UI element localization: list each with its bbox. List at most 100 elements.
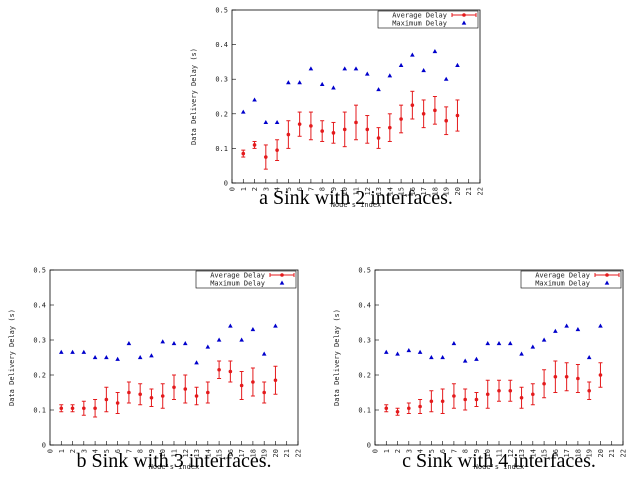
x-tick-label: 3 bbox=[80, 449, 88, 453]
max-point bbox=[575, 327, 581, 332]
avg-point bbox=[553, 374, 558, 379]
y-tick-label: 0.2 bbox=[33, 372, 46, 380]
x-tick-label: 12 bbox=[507, 449, 515, 457]
max-point bbox=[474, 356, 479, 361]
x-tick-label: 14 bbox=[204, 449, 212, 457]
avg-point bbox=[433, 108, 437, 113]
max-point bbox=[598, 323, 603, 328]
legend-symbol bbox=[605, 273, 609, 277]
x-tick-label: 1 bbox=[58, 449, 66, 453]
x-tick-label: 21 bbox=[283, 449, 291, 457]
max-point bbox=[149, 353, 154, 358]
avg-point bbox=[576, 376, 580, 381]
avg-point bbox=[217, 367, 221, 372]
max-point bbox=[126, 341, 132, 346]
max-point bbox=[115, 356, 120, 361]
x-tick-label: 13 bbox=[375, 187, 383, 195]
x-tick-label: 4 bbox=[92, 449, 100, 453]
avg-point bbox=[115, 401, 120, 405]
avg-point bbox=[410, 103, 415, 107]
x-tick-label: 9 bbox=[473, 449, 481, 453]
avg-point bbox=[70, 406, 75, 411]
max-point bbox=[263, 119, 269, 125]
x-axis-label: Node's index bbox=[149, 463, 200, 471]
y-tick-label: 0.3 bbox=[358, 337, 371, 345]
max-point bbox=[250, 327, 256, 332]
max-point bbox=[216, 337, 222, 342]
avg-point bbox=[206, 390, 210, 395]
max-point bbox=[376, 87, 381, 92]
x-axis-label: Node's index bbox=[331, 201, 382, 209]
avg-point bbox=[384, 406, 389, 411]
max-point bbox=[564, 323, 569, 328]
avg-point bbox=[309, 124, 313, 128]
avg-point bbox=[194, 394, 199, 398]
avg-point bbox=[497, 388, 501, 393]
legend-symbol bbox=[461, 20, 467, 25]
avg-point bbox=[564, 374, 569, 379]
max-point bbox=[451, 341, 457, 346]
max-point bbox=[429, 355, 434, 360]
max-point bbox=[171, 341, 177, 346]
x-tick-label: 18 bbox=[431, 187, 439, 195]
max-point bbox=[553, 328, 558, 333]
x-tick-label: 11 bbox=[496, 449, 504, 457]
max-point bbox=[92, 355, 98, 360]
y-tick-label: 0.1 bbox=[33, 407, 46, 415]
x-tick-label: 5 bbox=[428, 449, 436, 453]
avg-point bbox=[286, 132, 291, 137]
legend-label: Maximum Delay bbox=[392, 20, 447, 28]
max-point bbox=[261, 351, 267, 356]
x-tick-label: 2 bbox=[251, 187, 259, 191]
max-point bbox=[586, 355, 592, 360]
avg-point bbox=[485, 392, 490, 397]
avg-point bbox=[331, 131, 336, 135]
max-point bbox=[398, 62, 404, 67]
max-point bbox=[519, 351, 524, 356]
max-point bbox=[240, 109, 246, 114]
max-point bbox=[421, 68, 426, 73]
x-tick-label: 18 bbox=[574, 449, 582, 457]
plot-frame bbox=[231, 9, 481, 184]
avg-point bbox=[508, 388, 513, 393]
legend-label: Average Delay bbox=[535, 272, 590, 280]
avg-point bbox=[138, 392, 142, 397]
x-tick-label: 22 bbox=[477, 187, 485, 195]
max-point bbox=[160, 339, 166, 344]
max-point bbox=[104, 355, 109, 360]
max-point bbox=[205, 344, 211, 349]
x-tick-label: 20 bbox=[454, 187, 462, 195]
avg-point bbox=[104, 397, 109, 402]
x-tick-label: 16 bbox=[227, 449, 235, 457]
legend-box bbox=[377, 10, 479, 29]
y-tick-label: 0 bbox=[224, 180, 228, 188]
x-tick-label: 7 bbox=[125, 449, 133, 453]
max-point bbox=[308, 66, 314, 71]
avg-point bbox=[82, 406, 86, 411]
avg-point bbox=[407, 406, 411, 411]
legend-symbol bbox=[280, 273, 284, 277]
y-axis-label: Data Delivery Delay (s) bbox=[8, 309, 16, 406]
max-point bbox=[194, 360, 199, 365]
legend-label: Average Delay bbox=[392, 12, 447, 20]
max-point bbox=[432, 49, 438, 54]
x-tick-label: 10 bbox=[341, 187, 349, 195]
avg-point bbox=[399, 117, 403, 121]
avg-point bbox=[452, 394, 456, 398]
x-tick-label: 4 bbox=[274, 187, 282, 191]
max-point bbox=[395, 351, 400, 356]
max-point bbox=[417, 349, 423, 354]
legend-label: Average Delay bbox=[210, 272, 265, 280]
avg-point bbox=[354, 120, 358, 125]
x-tick-label: 22 bbox=[295, 449, 303, 457]
max-point bbox=[443, 76, 449, 81]
x-tick-label: 5 bbox=[103, 449, 111, 453]
max-point bbox=[228, 323, 233, 328]
x-tick-label: 7 bbox=[307, 187, 315, 191]
max-point bbox=[239, 337, 244, 342]
avg-point bbox=[273, 378, 278, 383]
avg-point bbox=[59, 406, 64, 411]
avg-point bbox=[262, 390, 266, 395]
x-tick-label: 11 bbox=[353, 187, 361, 195]
